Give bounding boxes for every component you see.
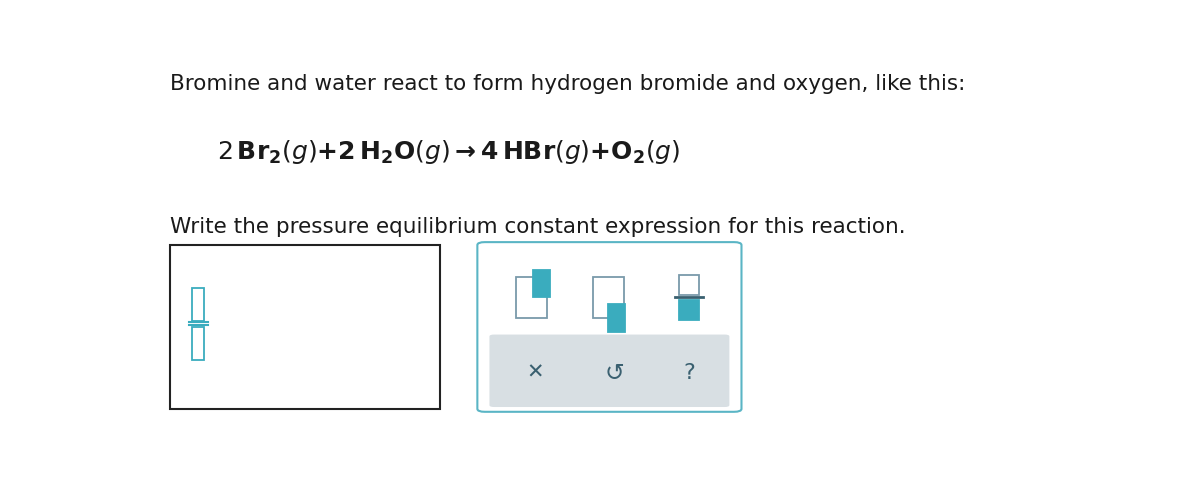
FancyBboxPatch shape (593, 277, 624, 318)
Text: Bromine and water react to form hydrogen bromide and oxygen, like this:: Bromine and water react to form hydrogen… (170, 74, 966, 94)
FancyBboxPatch shape (679, 275, 700, 295)
Text: Write the pressure equilibrium constant expression for this reaction.: Write the pressure equilibrium constant … (170, 217, 906, 238)
FancyBboxPatch shape (533, 270, 550, 297)
FancyBboxPatch shape (516, 277, 547, 318)
FancyBboxPatch shape (608, 304, 625, 332)
Text: ↺: ↺ (605, 361, 624, 385)
FancyBboxPatch shape (490, 335, 730, 407)
FancyBboxPatch shape (478, 242, 742, 412)
Text: $2\,\mathbf{Br_2}\mathit{(g)}\mathbf{+2\,H_2O}\mathit{(g)}\mathbf{\rightarrow 4\: $2\,\mathbf{Br_2}\mathit{(g)}\mathbf{+2\… (217, 138, 680, 166)
FancyBboxPatch shape (679, 300, 700, 320)
Text: ?: ? (683, 363, 695, 383)
FancyBboxPatch shape (170, 245, 440, 409)
Text: ✕: ✕ (526, 363, 544, 383)
